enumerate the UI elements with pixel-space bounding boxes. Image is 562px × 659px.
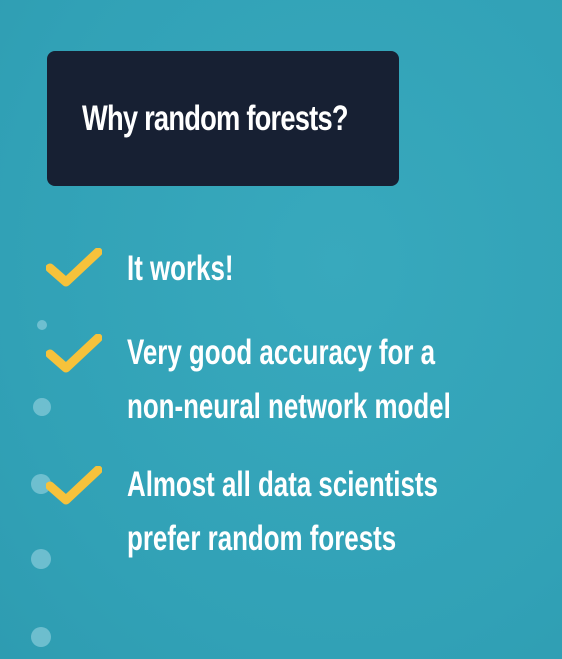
title-box: Why random forests? <box>47 51 399 186</box>
decorative-dot <box>33 398 51 416</box>
decorative-dot <box>31 549 51 569</box>
list-item: It works! <box>127 242 234 296</box>
decorative-dot <box>37 320 47 330</box>
list-item-line: non-neural network model <box>127 387 451 426</box>
list-item: Very good accuracy for a non-neural netw… <box>127 326 451 434</box>
list-item-line: prefer random forests <box>127 519 397 558</box>
list-item-line: Almost all data scientists <box>127 465 438 504</box>
list-item-line: Very good accuracy for a <box>127 333 436 372</box>
list-item-line: It works! <box>127 249 234 288</box>
list-item: Almost all data scientists prefer random… <box>127 458 438 566</box>
checkmark-icon <box>46 248 102 287</box>
decorative-dot <box>31 627 51 647</box>
slide-title: Why random forests? <box>82 98 349 138</box>
decorative-dot <box>31 474 51 494</box>
checkmark-icon <box>46 334 102 373</box>
checkmark-icon <box>46 466 102 505</box>
